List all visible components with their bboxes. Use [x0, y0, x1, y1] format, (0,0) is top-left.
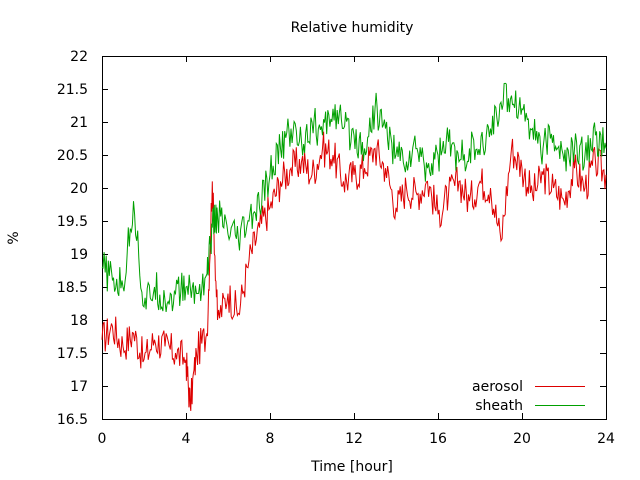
y-tick-label: 16.5 [57, 412, 88, 428]
plot-frame [102, 56, 607, 420]
x-tick-label: 8 [266, 431, 275, 447]
legend-label: sheath [475, 398, 523, 414]
y-tick-label: 18 [70, 313, 88, 329]
x-tick-label: 12 [345, 431, 363, 447]
legend-label: aerosol [472, 379, 523, 395]
y-tick-label: 19.5 [57, 214, 88, 230]
x-tick-label: 20 [513, 431, 531, 447]
y-tick-label: 20 [70, 181, 88, 197]
y-axis-label: % [6, 231, 22, 244]
y-tick-label: 17 [70, 379, 88, 395]
x-axis-label: Time [hour] [310, 459, 393, 475]
y-tick-label: 19 [70, 247, 88, 263]
x-tick-label: 24 [597, 431, 615, 447]
y-tick-label: 20.5 [57, 148, 88, 164]
x-tick-label: 4 [182, 431, 191, 447]
legend: aerosol sheath [472, 379, 585, 414]
y-tick-label: 21 [70, 115, 88, 131]
y-tick-label: 21.5 [57, 82, 88, 98]
y-tick-label: 17.5 [57, 346, 88, 362]
x-tick-label: 0 [98, 431, 107, 447]
x-tick-label: 16 [429, 431, 447, 447]
y-tick-label: 22 [70, 49, 88, 65]
chart-title: Relative humidity [291, 20, 414, 36]
series-line-sheath [101, 82, 607, 313]
y-tick-label: 18.5 [57, 280, 88, 296]
series-line-aerosol [101, 131, 607, 411]
